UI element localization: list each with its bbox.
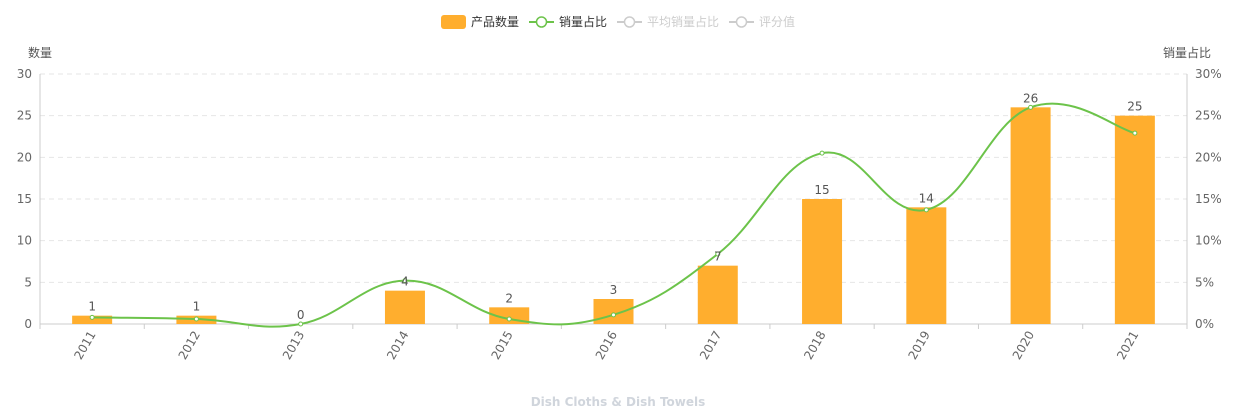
bars	[72, 107, 1155, 325]
line-point	[923, 207, 929, 213]
line-point	[1132, 130, 1138, 136]
line-point	[89, 314, 95, 320]
line-point	[402, 278, 408, 284]
left-tick-label: 15	[17, 192, 32, 206]
left-axis-title: 数量	[28, 45, 52, 60]
right-tick-label: 10%	[1195, 234, 1222, 248]
bar-value-label: 14	[919, 191, 934, 205]
line-series	[89, 102, 1138, 328]
bar-value-label: 25	[1127, 100, 1142, 114]
right-axis-title: 销量占比	[1163, 45, 1211, 60]
bar	[593, 299, 634, 324]
bar-value-label: 2	[505, 291, 513, 305]
category-label: 2014	[384, 329, 411, 362]
bar-value-label: 7	[714, 250, 722, 264]
right-tick-label: 20%	[1195, 150, 1222, 164]
legend-item: 平均销量占比	[617, 14, 719, 29]
legend-item: 销量占比	[529, 14, 607, 29]
line-point	[819, 150, 825, 156]
right-tick-label: 15%	[1195, 192, 1222, 206]
bar	[697, 265, 738, 324]
legend-label: 评分值	[759, 14, 795, 29]
category-label: 2020	[1010, 329, 1037, 362]
right-tick-label: 0%	[1195, 317, 1214, 331]
line-point	[298, 321, 304, 327]
data-labels: 1 1 0 4 2 3 7 15 14 26 25	[88, 91, 1142, 322]
legend-line-marker	[535, 16, 548, 28]
legend-label: 销量占比	[559, 14, 607, 29]
line-point	[611, 312, 616, 318]
left-tick-label: 20	[17, 150, 32, 164]
legend-line-marker	[735, 16, 748, 28]
category-label: 2018	[801, 329, 828, 362]
bar-value-label: 1	[193, 300, 201, 314]
category-label: 2011	[71, 329, 98, 362]
bar-value-label: 0	[297, 308, 305, 322]
category-label: 2021	[1114, 329, 1141, 362]
x-axis-title: Dish Cloths & Dish Towels	[531, 395, 706, 409]
category-label: 2016	[593, 329, 620, 362]
legend-item: 评分值	[729, 14, 795, 29]
bar-value-label: 3	[610, 283, 618, 297]
left-tick-label: 0	[24, 317, 32, 331]
right-tick-label: 30%	[1195, 67, 1222, 81]
bar	[802, 199, 843, 324]
bar-value-label: 4	[401, 275, 409, 289]
category-label: 2019	[906, 329, 933, 362]
category-label: 2015	[488, 329, 515, 362]
category-label: 2013	[280, 329, 307, 362]
line-point	[1028, 104, 1034, 110]
category-label: 2017	[697, 329, 724, 362]
right-tick-label: 5%	[1195, 275, 1214, 289]
line-point	[193, 316, 199, 322]
legend-bar-swatch	[441, 15, 466, 29]
bar-value-label: 15	[814, 183, 829, 197]
legend-label: 平均销量占比	[647, 14, 719, 29]
left-tick-label: 10	[17, 234, 32, 248]
category-label: 2012	[176, 329, 203, 362]
legend-item: 产品数量	[441, 14, 519, 29]
bar	[1114, 115, 1155, 325]
left-tick-label: 5	[24, 275, 32, 289]
line-point	[715, 251, 721, 257]
bar-value-label: 1	[88, 300, 96, 314]
line-path	[92, 102, 1136, 328]
grid	[40, 73, 1187, 283]
legend-line-marker	[623, 16, 636, 28]
legend: 产品数量 销量占比 平均销量占比 评分值	[441, 14, 795, 29]
left-tick-label: 30	[17, 67, 32, 81]
right-tick-label: 25%	[1195, 109, 1222, 123]
bar	[384, 290, 425, 324]
left-tick-label: 25	[17, 109, 32, 123]
bar	[1010, 107, 1051, 324]
line-point	[506, 316, 512, 322]
legend-label: 产品数量	[471, 14, 519, 29]
bar-value-label: 26	[1023, 91, 1038, 105]
bar	[906, 207, 947, 324]
